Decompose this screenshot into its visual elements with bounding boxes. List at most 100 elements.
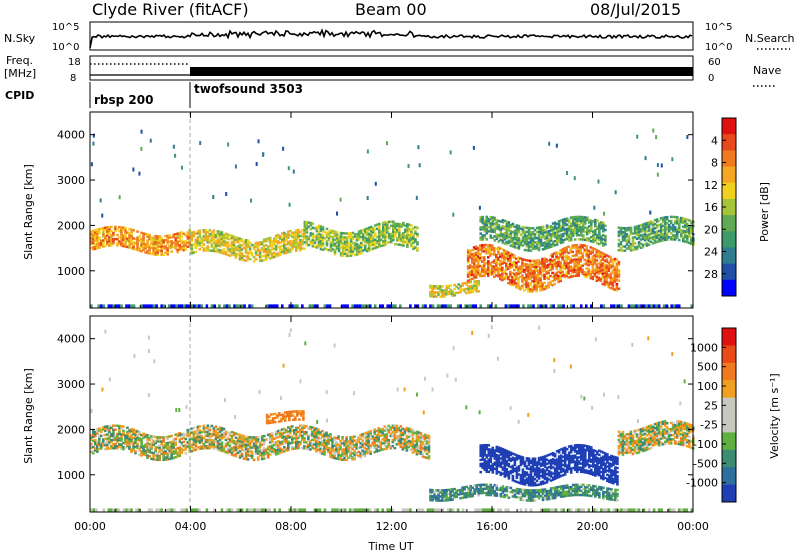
data-cell bbox=[295, 237, 298, 240]
data-cell bbox=[569, 269, 572, 272]
data-cell bbox=[617, 234, 621, 238]
data-cell bbox=[373, 232, 377, 235]
data-cell bbox=[551, 244, 555, 248]
data-cell bbox=[126, 231, 129, 234]
data-cell bbox=[333, 448, 336, 452]
data-cell bbox=[497, 262, 500, 266]
data-cell bbox=[481, 226, 485, 229]
data-cell bbox=[156, 452, 159, 455]
data-cell bbox=[505, 262, 508, 265]
data-cell bbox=[264, 438, 268, 441]
data-cell bbox=[293, 231, 296, 234]
data-cell bbox=[602, 223, 605, 227]
data-cell bbox=[351, 250, 355, 253]
data-cell bbox=[363, 238, 367, 241]
data-cell bbox=[230, 447, 234, 450]
data-cell bbox=[329, 437, 332, 440]
nave-label: Nave bbox=[753, 64, 781, 77]
data-cell bbox=[511, 263, 514, 267]
data-cell bbox=[284, 430, 288, 434]
data-cell bbox=[365, 431, 368, 435]
data-cell bbox=[176, 455, 180, 458]
data-cell bbox=[499, 234, 503, 238]
data-cell bbox=[561, 256, 564, 259]
data-cell bbox=[164, 234, 167, 238]
data-cell bbox=[571, 232, 575, 235]
data-cell bbox=[224, 432, 228, 436]
data-cell bbox=[437, 285, 440, 288]
data-cell bbox=[470, 249, 474, 252]
data-cell bbox=[341, 452, 344, 455]
ground-scatter-cell bbox=[572, 304, 575, 308]
data-cell bbox=[269, 413, 273, 416]
data-cell bbox=[134, 445, 137, 449]
data-cell bbox=[339, 231, 343, 235]
data-cell bbox=[425, 452, 429, 456]
data-cell bbox=[136, 434, 139, 437]
data-cell bbox=[331, 238, 335, 241]
data-cell bbox=[619, 232, 623, 236]
data-cell bbox=[485, 229, 489, 233]
data-cell bbox=[585, 259, 589, 262]
data-cell bbox=[297, 230, 300, 234]
data-cell bbox=[435, 291, 438, 294]
data-cell bbox=[110, 233, 113, 237]
data-cell bbox=[466, 259, 470, 262]
data-cell bbox=[509, 256, 512, 259]
data-cell bbox=[210, 243, 214, 246]
data-cell bbox=[325, 441, 328, 445]
data-cell bbox=[383, 439, 387, 443]
data-cell bbox=[353, 451, 356, 455]
data-cell bbox=[92, 229, 95, 233]
data-cell bbox=[389, 220, 393, 223]
data-cell bbox=[280, 428, 284, 431]
data-cell bbox=[309, 228, 313, 231]
data-cell bbox=[549, 268, 552, 272]
data-cell bbox=[472, 274, 476, 278]
data-cell bbox=[106, 240, 109, 243]
data-cell bbox=[327, 442, 330, 445]
data-cell bbox=[208, 440, 212, 444]
data-cell bbox=[649, 232, 653, 236]
data-cell bbox=[218, 251, 222, 254]
data-cell bbox=[613, 274, 617, 277]
data-cell bbox=[486, 247, 490, 251]
data-cell bbox=[385, 435, 389, 438]
ground-scatter-cell bbox=[115, 304, 118, 308]
data-cell bbox=[285, 410, 289, 414]
data-cell bbox=[192, 443, 196, 446]
data-cell bbox=[296, 412, 299, 415]
data-cell bbox=[204, 230, 208, 234]
data-cell bbox=[108, 447, 111, 450]
data-cell bbox=[150, 435, 153, 438]
data-cell bbox=[585, 239, 589, 242]
data-cell bbox=[392, 232, 395, 236]
data-cell bbox=[174, 439, 178, 443]
data-cell bbox=[106, 238, 109, 241]
data-cell bbox=[280, 442, 284, 446]
data-cell bbox=[337, 237, 341, 241]
data-cell bbox=[110, 447, 113, 450]
data-cell bbox=[505, 254, 508, 257]
data-cell bbox=[375, 448, 379, 451]
data-cell bbox=[208, 436, 212, 440]
data-cell bbox=[124, 243, 127, 246]
data-cell bbox=[375, 439, 379, 443]
data-cell bbox=[563, 230, 567, 233]
data-cell bbox=[627, 239, 631, 242]
data-cell bbox=[345, 444, 348, 447]
data-cell bbox=[421, 443, 425, 446]
data-cell bbox=[539, 283, 542, 286]
data-cell bbox=[547, 271, 550, 275]
data-cell bbox=[611, 279, 615, 282]
data-cell bbox=[269, 421, 273, 424]
data-cell bbox=[521, 280, 524, 283]
data-cell bbox=[373, 428, 377, 431]
ground-scatter-cell bbox=[630, 304, 633, 308]
colorbar-tick-label: 4 bbox=[711, 134, 718, 147]
data-cell bbox=[482, 274, 486, 277]
data-cell bbox=[563, 238, 567, 241]
ground-scatter-cell bbox=[602, 304, 606, 308]
data-cell bbox=[423, 449, 427, 453]
data-cell bbox=[283, 415, 287, 418]
